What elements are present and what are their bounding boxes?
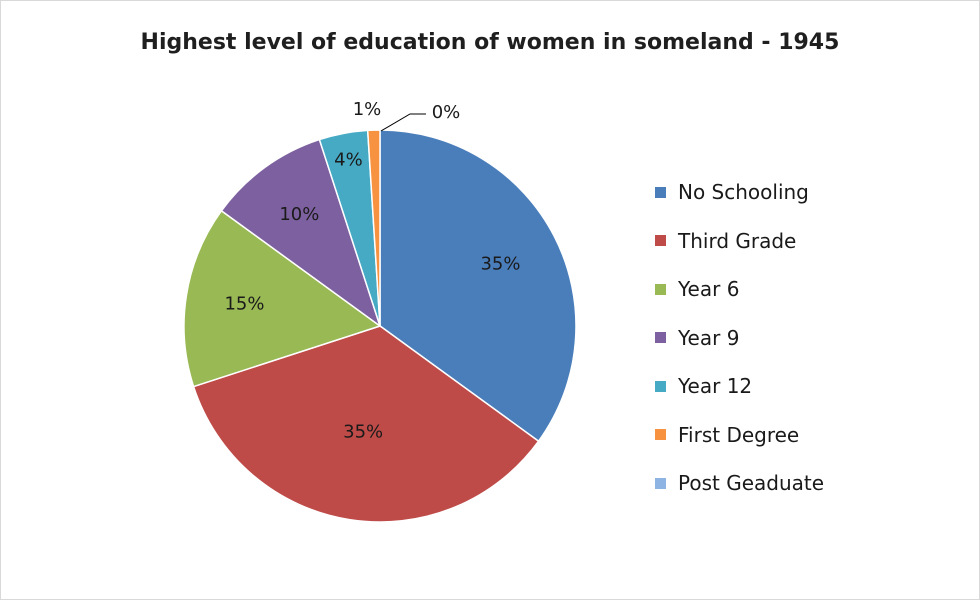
legend-item-no-schooling: No Schooling: [655, 168, 824, 217]
legend-item-first-degree: First Degree: [655, 411, 824, 460]
legend-label: Year 6: [678, 277, 740, 302]
legend-label: Post Geaduate: [678, 471, 825, 496]
legend-label: No Schooling: [678, 180, 809, 205]
legend-label: Year 9: [678, 325, 740, 350]
data-label-third-grade: 35%: [343, 421, 383, 442]
data-label-year-12: 4%: [334, 149, 363, 170]
legend-swatch: [655, 380, 666, 392]
data-label-year-9: 10%: [279, 204, 319, 225]
data-label-post-geaduate: 0%: [432, 102, 461, 123]
legend-item-year-6: Year 6: [655, 265, 824, 314]
pie-slice-no-schooling: [379, 129, 577, 443]
legend-label: Year 12: [678, 374, 753, 399]
chart-title: Highest level of education of women in s…: [140, 30, 840, 55]
legend-swatch: [655, 429, 666, 441]
data-label-no-schooling: 35%: [480, 254, 520, 275]
legend-item-post-geaduate: Post Geaduate: [655, 459, 824, 508]
legend-item-third-grade: Third Grade: [655, 217, 824, 266]
legend-label: First Degree: [678, 422, 800, 447]
pie-slice-first-degree: [366, 129, 381, 327]
legend: No Schooling Third Grade Year 6 Year 9 Year …: [655, 168, 824, 508]
pie-slice-third-grade: [192, 325, 540, 523]
leader-line-post-geaduate: [380, 113, 426, 132]
pie-slice-year-6: [183, 209, 382, 388]
legend-swatch: [655, 332, 666, 344]
legend-label: Third Grade: [678, 228, 797, 253]
data-label-first-degree: 1%: [353, 99, 382, 120]
data-label-year-6: 15%: [224, 294, 264, 315]
legend-swatch: [655, 235, 666, 247]
legend-swatch: [655, 283, 666, 295]
pie-slice-year-9: [220, 138, 382, 328]
legend-item-year-9: Year 9: [655, 314, 824, 363]
legend-item-year-12: Year 12: [655, 362, 824, 411]
legend-swatch: [655, 477, 666, 489]
legend-swatch: [655, 186, 666, 198]
